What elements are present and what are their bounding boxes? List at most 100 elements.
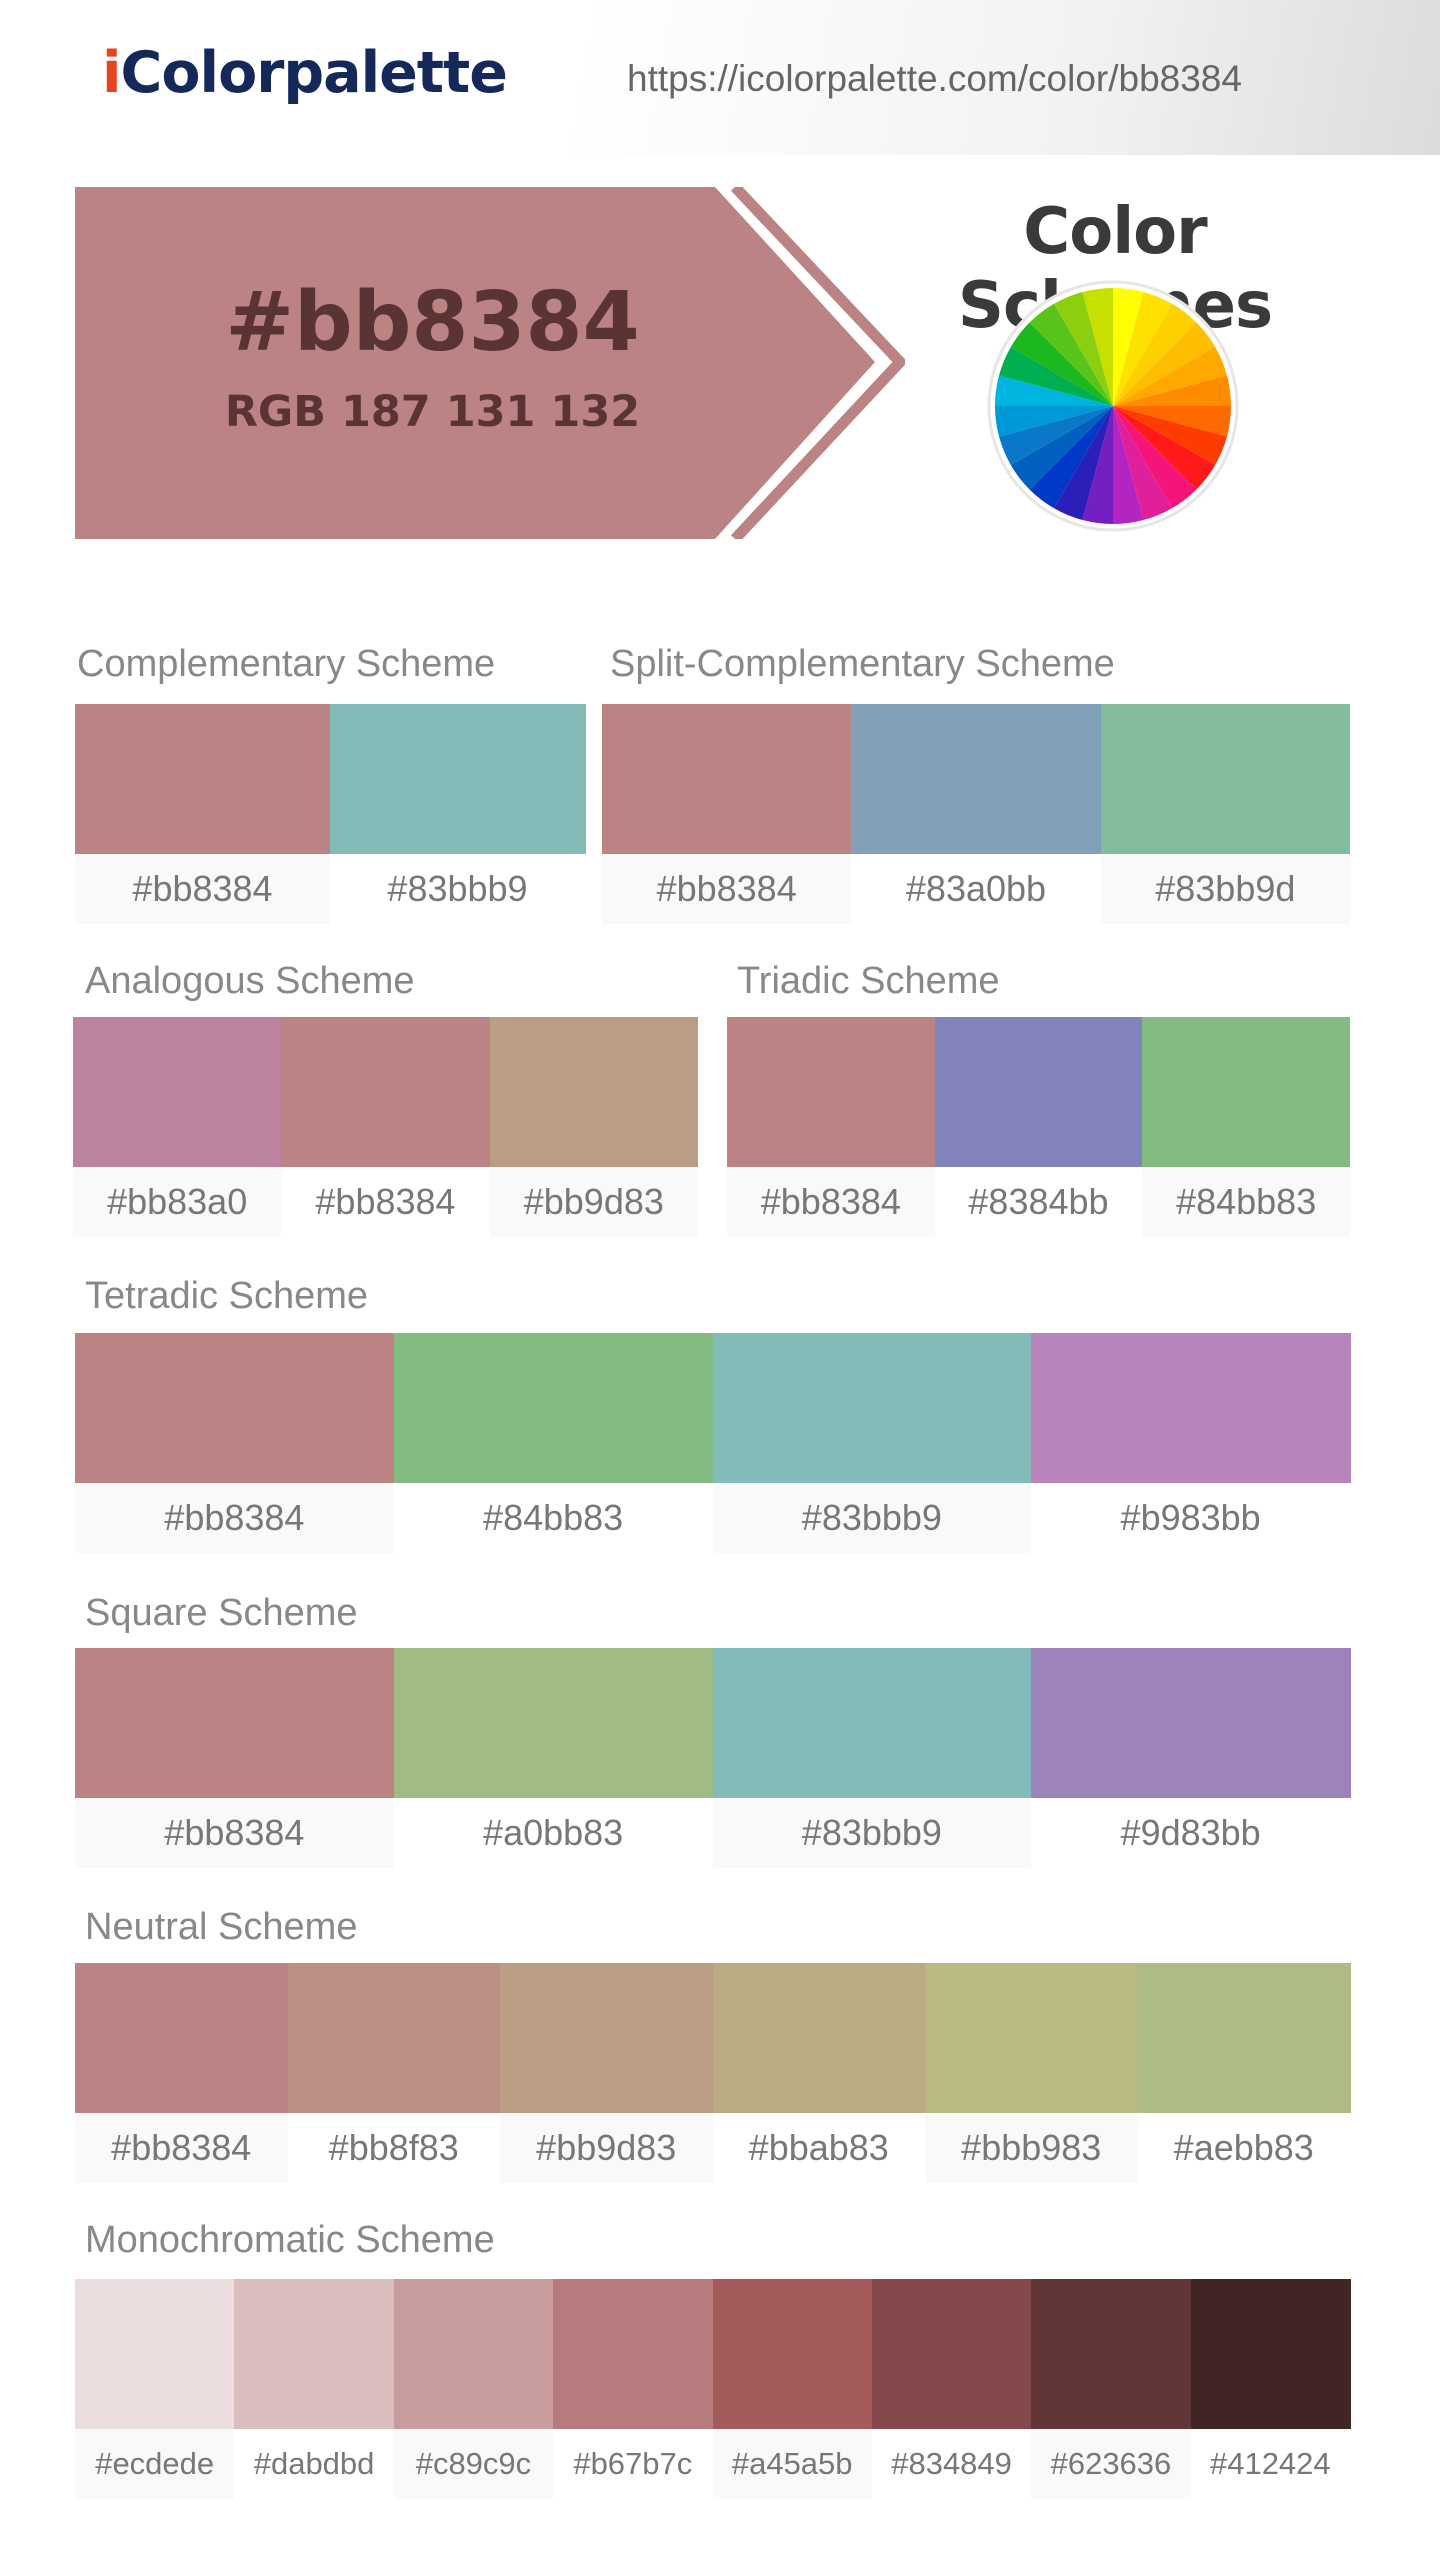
monochromatic-hex-label[interactable]: #623636 xyxy=(1031,2429,1191,2499)
color-wheel-segment xyxy=(1113,292,1172,406)
tetradic-swatch[interactable] xyxy=(393,1333,713,1483)
tetradic-swatch[interactable] xyxy=(712,1333,1032,1483)
split-hex-label[interactable]: #83a0bb xyxy=(905,868,1047,909)
color-wheel-segment xyxy=(1029,406,1113,509)
split-hex-label[interactable]: #83bb9d xyxy=(1100,854,1350,924)
square-swatch[interactable] xyxy=(393,1648,713,1798)
tetradic-hex-label[interactable]: #84bb83 xyxy=(483,1497,624,1538)
analogous-swatch[interactable] xyxy=(489,1017,699,1167)
neutral-hex-label[interactable]: #bbab83 xyxy=(748,2127,889,2168)
square-hex-label[interactable]: #a0bb83 xyxy=(483,1812,624,1853)
color-wheel-segment xyxy=(1113,347,1227,406)
triadic-hex-label[interactable]: #8384bb xyxy=(968,1181,1109,1222)
color-wheel-segment xyxy=(1029,303,1113,406)
monochromatic-hex-label[interactable]: #412424 xyxy=(1209,2446,1331,2481)
header-background xyxy=(0,0,1440,155)
square-swatch[interactable] xyxy=(1031,1648,1351,1798)
neutral-swatch[interactable] xyxy=(925,1963,1138,2113)
split-scheme-title: Split-Complementary Scheme xyxy=(610,643,1115,685)
monochromatic-hex-label[interactable]: #ecdede xyxy=(75,2429,235,2499)
triadic-hex-label[interactable]: #bb8384 xyxy=(727,1167,935,1237)
color-wheel-segment xyxy=(1113,406,1144,524)
neutral-hex-label[interactable]: #bb9d83 xyxy=(500,2113,713,2183)
triadic-hex-label[interactable]: #84bb83 xyxy=(1142,1167,1350,1237)
color-wheel-segment xyxy=(1113,406,1172,520)
tetradic-hex-label[interactable]: #bb8384 xyxy=(75,1483,394,1553)
monochromatic-hex-label[interactable]: #834849 xyxy=(891,2446,1012,2481)
monochromatic-swatch[interactable] xyxy=(1031,2279,1192,2429)
color-wheel-segment xyxy=(1054,292,1113,406)
split-hex-label[interactable]: #bb8384 xyxy=(602,854,852,924)
square-hex-label[interactable]: #9d83bb xyxy=(1120,1812,1261,1853)
monochromatic-swatch[interactable] xyxy=(234,2279,395,2429)
color-wheel-segment xyxy=(1113,303,1197,406)
main-color-hex: #bb8384 xyxy=(225,275,640,370)
monochromatic-swatch[interactable] xyxy=(75,2279,235,2429)
banner-arrow-shape xyxy=(75,187,905,539)
complementary-hex-label[interactable]: #83bbb9 xyxy=(387,868,528,909)
color-wheel-segment xyxy=(1113,406,1227,465)
analogous-swatch[interactable] xyxy=(73,1017,282,1167)
analogous-hex-label[interactable]: #bb8384 xyxy=(315,1181,456,1222)
triadic-swatch[interactable] xyxy=(727,1017,936,1167)
monochromatic-hex-label[interactable]: #c89c9c xyxy=(393,2429,554,2499)
triadic-swatch[interactable] xyxy=(934,1017,1143,1167)
neutral-swatch[interactable] xyxy=(712,1963,926,2113)
monochromatic-hex-label[interactable]: #a45a5b xyxy=(712,2429,872,2499)
main-color-rgb: RGB 187 131 132 xyxy=(224,387,641,437)
color-wheel-segment xyxy=(1113,288,1144,406)
monochromatic-swatch[interactable] xyxy=(871,2279,1032,2429)
monochromatic-swatch[interactable] xyxy=(1190,2279,1351,2429)
square-scheme-title: Square Scheme xyxy=(85,1592,358,1634)
color-wheel-segment xyxy=(1113,406,1231,437)
color-wheel-segment xyxy=(995,375,1113,406)
color-wheel-icon xyxy=(987,280,1239,532)
tetradic-hex-label[interactable]: #b983bb xyxy=(1120,1497,1261,1538)
analogous-hex-label[interactable]: #bb9d83 xyxy=(489,1167,698,1237)
logo-i: i xyxy=(102,40,122,106)
tetradic-swatch[interactable] xyxy=(1031,1333,1351,1483)
square-swatch[interactable] xyxy=(75,1648,395,1798)
analogous-scheme-title: Analogous Scheme xyxy=(85,960,415,1002)
triadic-swatch[interactable] xyxy=(1142,1017,1351,1167)
color-wheel-segment xyxy=(999,406,1113,465)
neutral-swatch[interactable] xyxy=(1137,1963,1351,2113)
complementary-swatch[interactable] xyxy=(330,704,586,854)
color-wheel-segment xyxy=(1010,406,1113,490)
neutral-hex-label[interactable]: #bb8f83 xyxy=(328,2127,459,2168)
monochromatic-scheme-title: Monochromatic Scheme xyxy=(85,2219,495,2261)
square-hex-label[interactable]: #bb8384 xyxy=(75,1798,394,1868)
neutral-swatch[interactable] xyxy=(500,1963,713,2113)
color-wheel-segment xyxy=(1113,406,1216,490)
triadic-scheme-title: Triadic Scheme xyxy=(737,960,1000,1002)
neutral-hex-label[interactable]: #bb8384 xyxy=(75,2113,288,2183)
split-swatch[interactable] xyxy=(602,704,852,854)
color-wheel-segment xyxy=(995,406,1113,437)
monochromatic-swatch[interactable] xyxy=(393,2279,554,2429)
main-color-banner: #bb8384 RGB 187 131 132 xyxy=(75,187,905,539)
site-logo[interactable]: iColorpalette xyxy=(102,40,508,106)
monochromatic-hex-label[interactable]: #b67b7c xyxy=(573,2446,693,2481)
color-wheel-segment xyxy=(1113,375,1231,406)
color-wheel-segment xyxy=(1082,288,1113,406)
monochromatic-hex-label[interactable]: #dabdbd xyxy=(253,2446,375,2481)
tetradic-hex-label[interactable]: #83bbb9 xyxy=(712,1483,1032,1553)
split-swatch[interactable] xyxy=(851,704,1102,854)
complementary-hex-label[interactable]: #bb8384 xyxy=(75,854,330,924)
tetradic-swatch[interactable] xyxy=(75,1333,395,1483)
monochromatic-swatch[interactable] xyxy=(712,2279,873,2429)
tetradic-scheme-title: Tetradic Scheme xyxy=(85,1275,369,1317)
neutral-swatch[interactable] xyxy=(75,1963,288,2113)
neutral-hex-label[interactable]: #bbb983 xyxy=(925,2113,1138,2183)
complementary-swatch[interactable] xyxy=(75,704,331,854)
square-swatch[interactable] xyxy=(712,1648,1032,1798)
split-swatch[interactable] xyxy=(1100,704,1351,854)
analogous-hex-label[interactable]: #bb83a0 xyxy=(73,1167,282,1237)
analogous-swatch[interactable] xyxy=(281,1017,491,1167)
monochromatic-swatch[interactable] xyxy=(553,2279,713,2429)
neutral-swatch[interactable] xyxy=(287,1963,501,2113)
neutral-hex-label[interactable]: #aebb83 xyxy=(1173,2127,1314,2168)
color-wheel-segment xyxy=(1010,322,1113,406)
square-hex-label[interactable]: #83bbb9 xyxy=(712,1798,1032,1868)
color-wheel-segment xyxy=(999,347,1113,406)
